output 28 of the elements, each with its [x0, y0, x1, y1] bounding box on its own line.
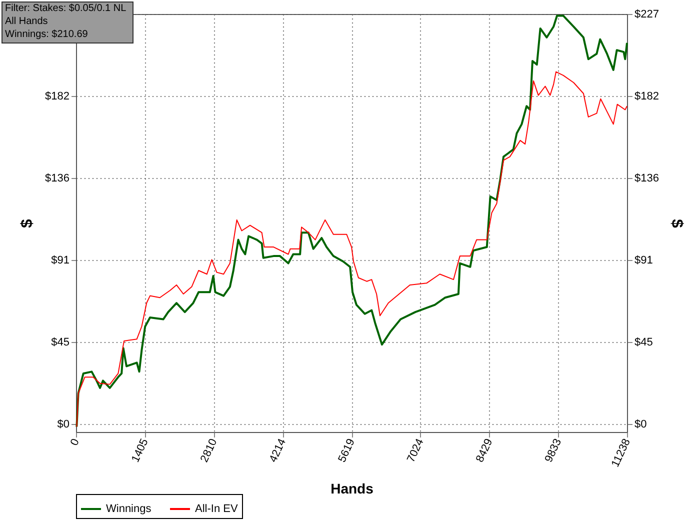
- annotation: Winnings: $210.69: [5, 29, 88, 40]
- y-tick-label: $45: [51, 336, 70, 349]
- y-tick-label: $182: [45, 90, 70, 103]
- y2-tick-label: $45: [634, 336, 653, 349]
- y-tick-label: $91: [51, 254, 70, 267]
- y-axis-title: $: [19, 218, 36, 228]
- x-tick-label: 5619: [336, 436, 358, 464]
- x-tick-label: 1405: [130, 436, 151, 464]
- legend-label: All-In EV: [195, 503, 238, 515]
- y2-tick-label: $0: [634, 418, 647, 431]
- x-tick-label: 0: [68, 436, 82, 448]
- y2-tick-label: $136: [634, 172, 659, 185]
- x-tick-label: 7024: [405, 436, 426, 464]
- y2-axis-title: $: [668, 219, 685, 228]
- y-tick-label: $136: [45, 172, 70, 185]
- x-axis-title: Hands: [330, 480, 374, 497]
- y2-tick-label: $91: [634, 254, 653, 267]
- y2-tick-label: $182: [634, 90, 659, 103]
- y2-tick-label: $227: [634, 8, 659, 20]
- x-tick-label: 11238: [609, 436, 633, 470]
- x-tick-label: 8429: [474, 436, 496, 464]
- text: All Hands: [5, 16, 48, 27]
- text: Filter: Stakes: $0.05/0.1 NL: [5, 3, 127, 14]
- legend-label: Winnings: [106, 503, 152, 515]
- x-tick-label: 2810: [198, 436, 220, 464]
- x-tick-label: 9833: [542, 436, 564, 464]
- x-tick-label: 4214: [267, 436, 289, 464]
- y-tick-label: $0: [57, 418, 70, 431]
